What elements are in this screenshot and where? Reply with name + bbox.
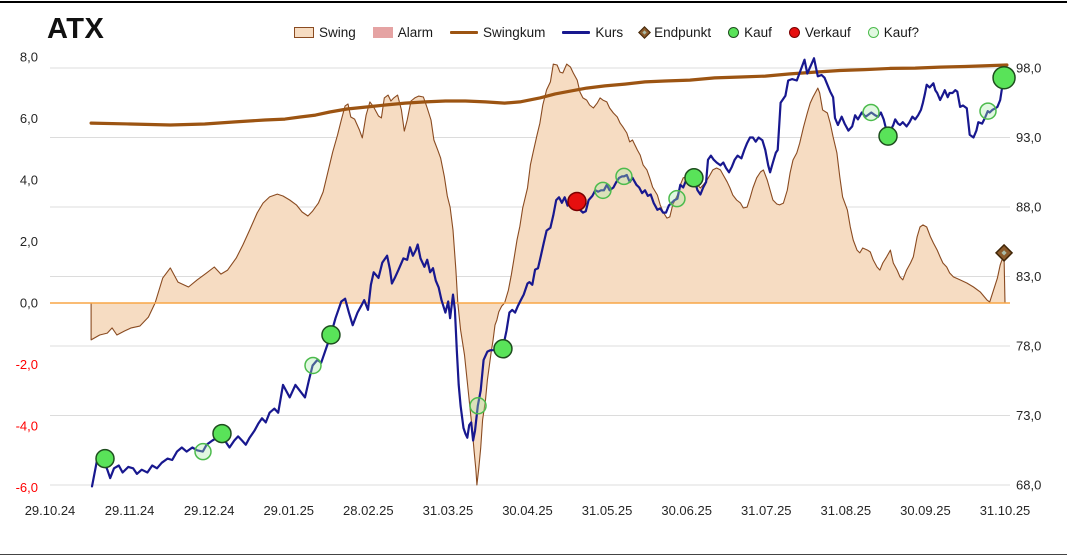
x-axis-tick: 30.04.25: [502, 503, 553, 518]
swing-area-fill: [91, 64, 1006, 485]
kauf-question-marker: [594, 181, 612, 200]
right-axis-tick: 88,0: [1016, 200, 1041, 215]
swingkum-line: [89, 63, 1009, 127]
swing-area-outline: [90, 63, 1006, 486]
legend-item-alarm[interactable]: Alarm: [372, 24, 434, 40]
legend-label: Kurs: [595, 24, 624, 40]
legend-item-endpunkt[interactable]: Endpunkt: [638, 24, 712, 40]
left-axis-tick: 2,0: [20, 234, 38, 249]
left-axis-tick: -6,0: [16, 480, 38, 495]
legend-label: Alarm: [397, 24, 434, 40]
right-axis-tick: 93,0: [1016, 130, 1041, 145]
x-axis-tick: 29.10.24: [25, 503, 76, 518]
kauf-question-marker: [615, 167, 633, 186]
right-axis-tick: 73,0: [1016, 408, 1041, 423]
left-axis-tick: 0,0: [20, 296, 38, 311]
window-top-border: [0, 1, 1067, 3]
legend-circle-swatch: [867, 26, 879, 38]
right-axis-tick: 78,0: [1016, 339, 1041, 354]
kauf-question-marker: [194, 442, 212, 461]
kauf-question-marker: [469, 397, 487, 415]
legend-item-kurs[interactable]: Kurs: [562, 25, 623, 40]
kauf-question-marker: [668, 189, 686, 208]
legend-line-swatch: [450, 30, 479, 34]
legend-circle-swatch: [728, 26, 740, 38]
x-axis-tick: 31.10.25: [980, 503, 1031, 518]
x-axis-tick: 29.01.25: [263, 503, 314, 518]
kauf-marker: [321, 325, 341, 345]
left-axis-tick: 4,0: [20, 173, 38, 188]
legend-line-swatch: [562, 30, 591, 34]
kauf-marker: [992, 65, 1016, 90]
endpunkt-marker-center: [1001, 250, 1007, 256]
legend-label: Swingkum: [483, 24, 546, 40]
x-axis-tick: 28.02.25: [343, 503, 394, 518]
kauf-marker: [212, 423, 232, 444]
kauf-question-marker: [304, 356, 322, 375]
right-axis-tick: 98,0: [1016, 61, 1041, 76]
page-title: ATX: [47, 13, 105, 45]
left-axis-tick: 6,0: [20, 111, 38, 126]
x-axis-tick: 29.12.24: [184, 503, 235, 518]
legend-circle-swatch: [788, 26, 800, 38]
left-axis-tick: -2,0: [16, 357, 38, 372]
legend-item-verkauf[interactable]: Verkauf: [788, 24, 851, 40]
kauf-question-marker: [862, 103, 880, 122]
legend-label: Swing: [319, 24, 356, 40]
left-axis-tick: 8,0: [20, 50, 38, 65]
right-axis-tick: 83,0: [1016, 269, 1041, 284]
verkauf-marker: [567, 191, 587, 212]
right-axis-tick: 68,0: [1016, 478, 1041, 493]
kauf-question-marker: [979, 102, 997, 120]
x-axis-tick: 30.09.25: [900, 503, 951, 518]
kauf-marker: [95, 448, 115, 469]
legend-area-swatch: [372, 26, 393, 38]
legend-item-kauf[interactable]: Kauf?: [867, 24, 919, 40]
x-axis-tick: 30.06.25: [661, 503, 712, 518]
kauf-marker: [878, 126, 898, 146]
legend-area-swatch: [294, 26, 314, 38]
kauf-marker: [684, 168, 704, 188]
x-axis-tick: 31.03.25: [423, 503, 474, 518]
left-axis-tick: -4,0: [16, 419, 38, 434]
legend-item-swing[interactable]: Swing: [294, 25, 356, 40]
legend-label: Verkauf: [804, 24, 851, 40]
legend-item-swingkum[interactable]: Swingkum: [450, 25, 545, 40]
legend-item-kauf[interactable]: Kauf: [728, 25, 772, 40]
legend-label: Kauf?: [883, 24, 919, 40]
kauf-marker: [493, 339, 513, 359]
x-axis-tick: 31.08.25: [821, 503, 872, 518]
x-axis-tick: 31.07.25: [741, 503, 792, 518]
legend-label: Endpunkt: [654, 24, 712, 40]
x-axis-tick: 31.05.25: [582, 503, 633, 518]
chart-legend: Swing Alarm Swingkum Kurs Endpunkt Kauf Verkau…: [294, 23, 919, 41]
x-axis-tick: 29.11.24: [105, 503, 155, 518]
legend-label: Kauf: [744, 24, 772, 40]
